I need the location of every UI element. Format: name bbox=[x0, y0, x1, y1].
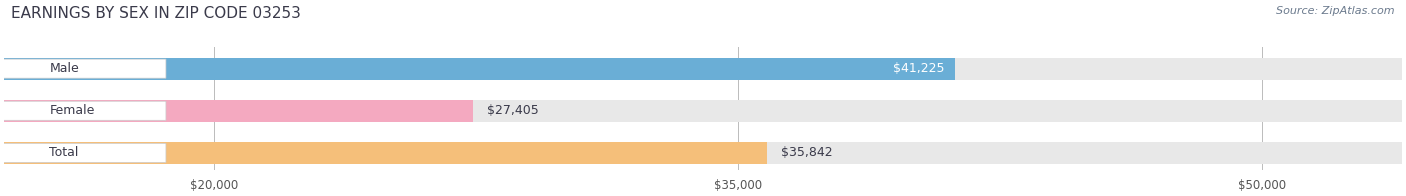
FancyBboxPatch shape bbox=[0, 101, 166, 120]
Bar bbox=[4, 58, 956, 80]
Text: Total: Total bbox=[49, 146, 79, 159]
Bar bbox=[4, 142, 1402, 164]
Text: Source: ZipAtlas.com: Source: ZipAtlas.com bbox=[1277, 6, 1395, 16]
Text: EARNINGS BY SEX IN ZIP CODE 03253: EARNINGS BY SEX IN ZIP CODE 03253 bbox=[11, 6, 301, 21]
Text: Female: Female bbox=[49, 104, 94, 117]
Bar bbox=[4, 58, 1402, 80]
FancyBboxPatch shape bbox=[0, 59, 166, 78]
Text: $35,842: $35,842 bbox=[782, 146, 832, 159]
Text: $27,405: $27,405 bbox=[486, 104, 538, 117]
Text: Male: Male bbox=[49, 62, 79, 75]
Text: $41,225: $41,225 bbox=[893, 62, 945, 75]
Bar bbox=[4, 142, 768, 164]
Bar bbox=[4, 100, 472, 122]
Bar bbox=[4, 100, 1402, 122]
FancyBboxPatch shape bbox=[0, 143, 166, 162]
